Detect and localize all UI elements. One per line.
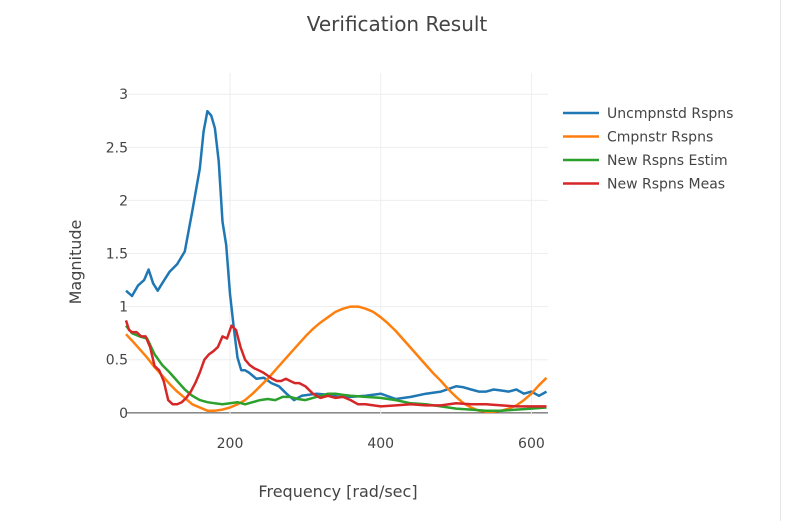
series-line-1 bbox=[125, 109, 548, 402]
series-line-4 bbox=[124, 320, 547, 408]
legend-entry[interactable]: New Rspns Meas bbox=[607, 177, 725, 193]
y-tick-label: 3 bbox=[119, 87, 128, 103]
y-axis-label: Magnitude bbox=[66, 220, 85, 305]
y-tick-label: 1.5 bbox=[106, 247, 128, 263]
y-tick-labels: 0 0.5 1 1.5 2 2.5 3 bbox=[106, 87, 128, 422]
y-tick-label: 2 bbox=[119, 193, 128, 209]
chart-svg: Verification Result 0 0.5 1 1.5 2 2.5 3 200 400… bbox=[66, 12, 733, 501]
x-tick-labels: 200 400 600 bbox=[217, 436, 545, 452]
chart-title: Verification Result bbox=[307, 12, 488, 36]
x-tick-label: 600 bbox=[518, 436, 545, 452]
x-tick-label: 400 bbox=[367, 436, 394, 452]
y-tick-label: 0.5 bbox=[106, 353, 128, 369]
legend: Uncmpnstd Rspns Cmpnstr Rspns New Rspns Es… bbox=[563, 106, 733, 193]
chart-frame: Verification Result 0 0.5 1 1.5 2 2.5 3 200 400… bbox=[66, 0, 781, 521]
legend-entry[interactable]: New Rspns Estim bbox=[607, 153, 728, 169]
y-tick-label: 0 bbox=[119, 406, 128, 422]
plot-area bbox=[124, 109, 548, 414]
grid-lines bbox=[126, 73, 548, 416]
legend-entry[interactable]: Uncmpnstd Rspns bbox=[607, 106, 733, 122]
x-tick-label: 200 bbox=[217, 436, 244, 452]
x-axis-label: Frequency [rad/sec] bbox=[258, 482, 417, 501]
y-tick-label: 1 bbox=[119, 300, 128, 316]
legend-entry[interactable]: Cmpnstr Rspns bbox=[607, 130, 713, 146]
y-tick-label: 2.5 bbox=[106, 140, 128, 156]
